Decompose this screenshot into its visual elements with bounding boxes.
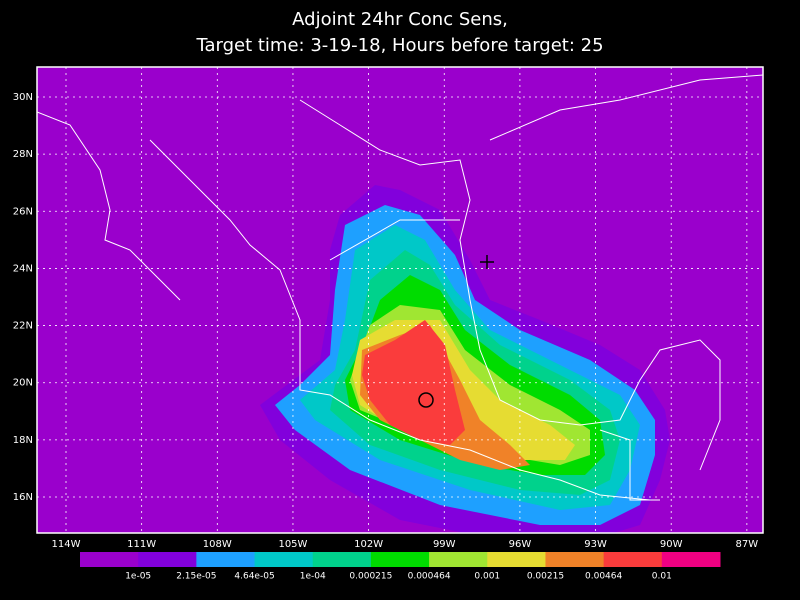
lon-tick-label: 99W — [433, 539, 456, 550]
lon-tick-label: 96W — [509, 539, 532, 550]
colorbar-label: 0.001 — [474, 572, 500, 582]
contour — [362, 320, 465, 445]
coastline — [489, 74, 763, 141]
colorbar-swatch — [487, 552, 546, 567]
lon-tick-label: 93W — [584, 539, 607, 550]
colorbar-swatch — [603, 552, 663, 567]
colorbar-label: 0.01 — [652, 572, 672, 582]
lon-tick-label: 102W — [354, 539, 383, 550]
lat-tick-label: 30N — [13, 92, 33, 103]
title-line: Adjoint 24hr Conc Sens, — [292, 9, 508, 30]
lat-tick-label: 16N — [13, 492, 33, 503]
map-frame — [36, 66, 764, 534]
colorbar-label: 0.00215 — [527, 572, 564, 582]
colorbar-label: 2.15e-05 — [176, 572, 216, 582]
target-marker — [480, 255, 494, 269]
colorbar-label: 1e-05 — [125, 572, 151, 582]
lon-tick-label: 87W — [736, 539, 759, 550]
coastline — [299, 99, 721, 471]
lon-tick-label: 111W — [127, 539, 156, 550]
lon-tick-label: 105W — [278, 539, 307, 550]
coastline — [149, 139, 651, 501]
colorbar-label: 0.000464 — [408, 572, 451, 582]
coastline — [329, 219, 460, 261]
colorbar-swatch — [254, 552, 314, 567]
lat-tick-label: 28N — [13, 149, 33, 160]
lat-tick-label: 26N — [13, 206, 33, 217]
colorbar-label: 0.000215 — [349, 572, 392, 582]
colorbar-label: 1e-04 — [300, 572, 326, 582]
colorbar-swatch — [545, 552, 605, 567]
lat-tick-label: 18N — [13, 435, 33, 446]
map-field — [37, 67, 763, 533]
colorbar-label: 0.00464 — [585, 572, 622, 582]
colorbar-swatch — [312, 552, 372, 567]
colorbar-swatch — [429, 552, 488, 567]
source-marker — [418, 392, 434, 408]
colorbar-swatch — [661, 552, 721, 567]
lat-tick-label: 20N — [13, 378, 33, 389]
coastline — [37, 111, 181, 301]
lon-tick-label: 114W — [52, 539, 81, 550]
colorbar-swatch — [370, 552, 430, 567]
colorbar-label: 4.64e-05 — [234, 572, 274, 582]
colorbar-swatch — [138, 552, 197, 567]
lat-tick-label: 22N — [13, 321, 33, 332]
grid — [37, 67, 763, 533]
colorbar-swatch — [196, 552, 256, 567]
coastlines — [37, 74, 763, 501]
lon-tick-label: 90W — [660, 539, 683, 550]
coastline — [599, 429, 660, 501]
lat-tick-label: 24N — [13, 263, 33, 274]
title-line: Target time: 3-19-18, Hours before targe… — [195, 35, 603, 56]
colorbar-swatch — [80, 552, 139, 567]
lon-tick-label: 108W — [203, 539, 232, 550]
